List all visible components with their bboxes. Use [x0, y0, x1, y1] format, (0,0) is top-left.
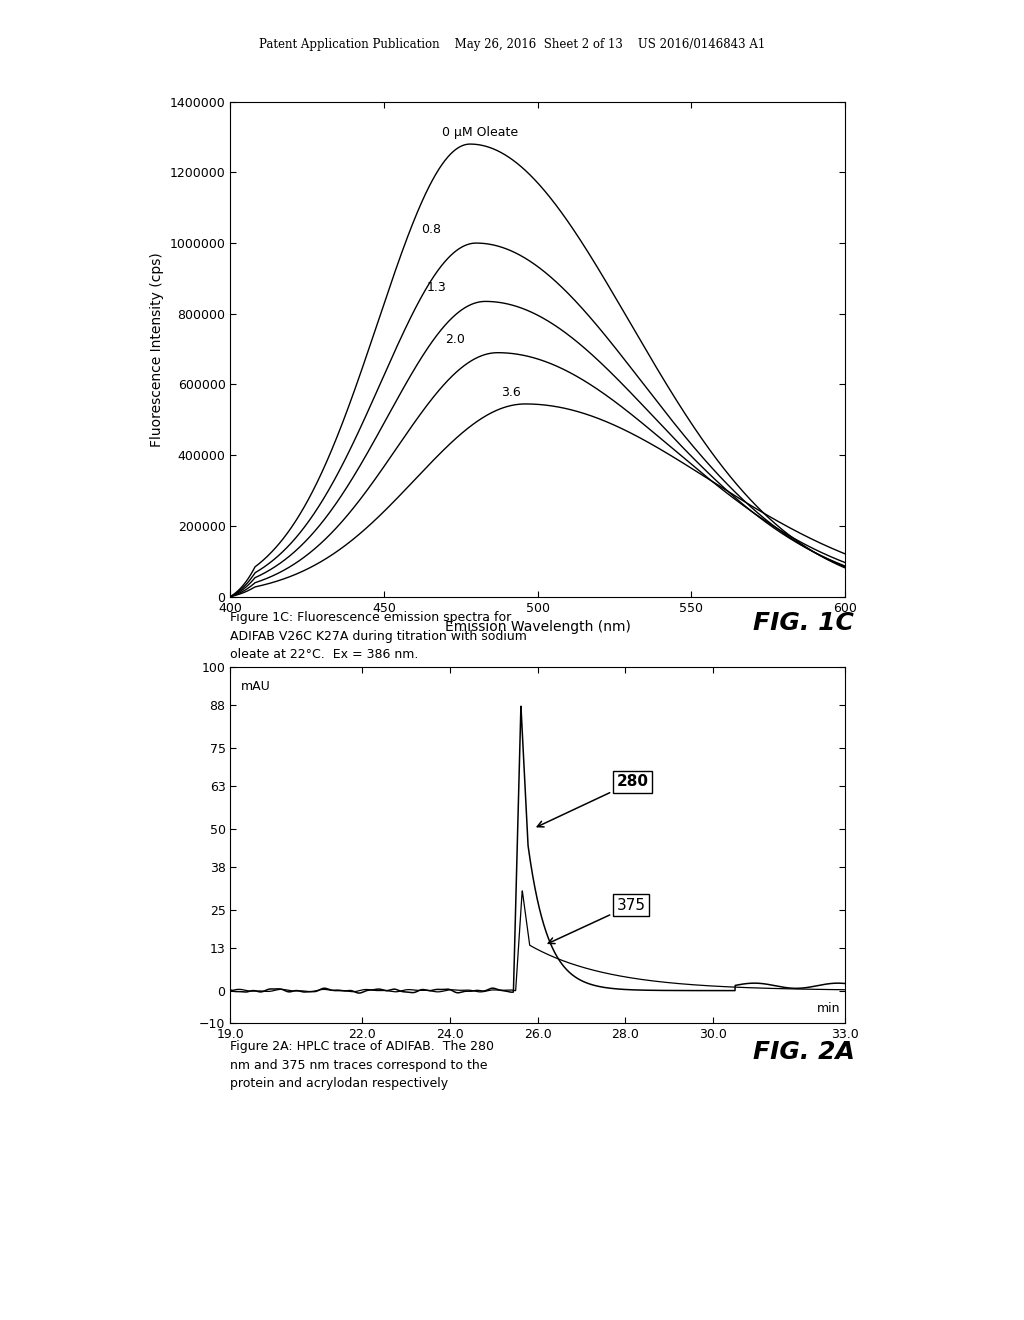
Text: FIG. 1C: FIG. 1C [753, 611, 854, 635]
Text: Figure 1C: Fluorescence emission spectra for: Figure 1C: Fluorescence emission spectra… [230, 611, 512, 624]
Text: Patent Application Publication    May 26, 2016  Sheet 2 of 13    US 2016/0146843: Patent Application Publication May 26, 2… [259, 38, 765, 51]
Text: 0 μM Oleate: 0 μM Oleate [442, 125, 518, 139]
Text: nm and 375 nm traces correspond to the: nm and 375 nm traces correspond to the [230, 1059, 487, 1072]
Text: mAU: mAU [242, 680, 271, 693]
Text: Figure 2A: HPLC trace of ADIFAB.  The 280: Figure 2A: HPLC trace of ADIFAB. The 280 [230, 1040, 495, 1053]
Text: 3.6: 3.6 [501, 387, 520, 400]
Text: 375: 375 [548, 898, 645, 944]
Text: FIG. 2A: FIG. 2A [753, 1040, 854, 1064]
Text: min: min [817, 1002, 841, 1015]
X-axis label: Emission Wavelength (nm): Emission Wavelength (nm) [444, 620, 631, 634]
Text: oleate at 22°C.  Ex = 386 nm.: oleate at 22°C. Ex = 386 nm. [230, 648, 419, 661]
Text: 0.8: 0.8 [421, 223, 441, 236]
Text: protein and acrylodan respectively: protein and acrylodan respectively [230, 1077, 449, 1090]
Y-axis label: Fluorescence Intensity (cps): Fluorescence Intensity (cps) [151, 252, 164, 446]
Text: 280: 280 [538, 775, 648, 826]
Text: ADIFAB V26C K27A during titration with sodium: ADIFAB V26C K27A during titration with s… [230, 630, 527, 643]
Text: 1.3: 1.3 [427, 281, 446, 294]
Text: 2.0: 2.0 [445, 333, 465, 346]
